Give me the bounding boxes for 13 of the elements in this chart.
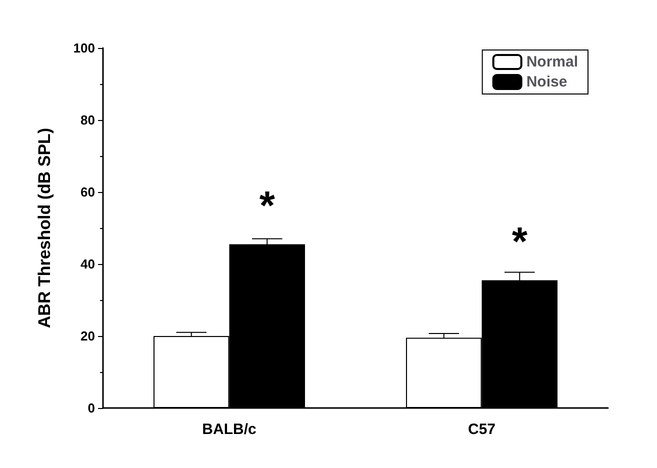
y-tick-label: 60 (80, 184, 95, 200)
y-tick-label: 0 (88, 400, 95, 416)
legend-label: Noise (526, 74, 568, 90)
y-tick-label: 100 (73, 40, 95, 56)
annotation: * (259, 184, 276, 228)
y-tick-label: 20 (80, 328, 95, 344)
annotation: * (512, 220, 528, 264)
y-tick-label: 40 (80, 256, 95, 272)
legend-label: Normal (526, 54, 578, 70)
y-axis-title: ABR Threshold (dB SPL) (35, 128, 54, 328)
x-tick-label: C57 (468, 421, 496, 438)
y-tick-label: 80 (80, 112, 95, 128)
x-tick-label: BALB/c (202, 421, 256, 438)
